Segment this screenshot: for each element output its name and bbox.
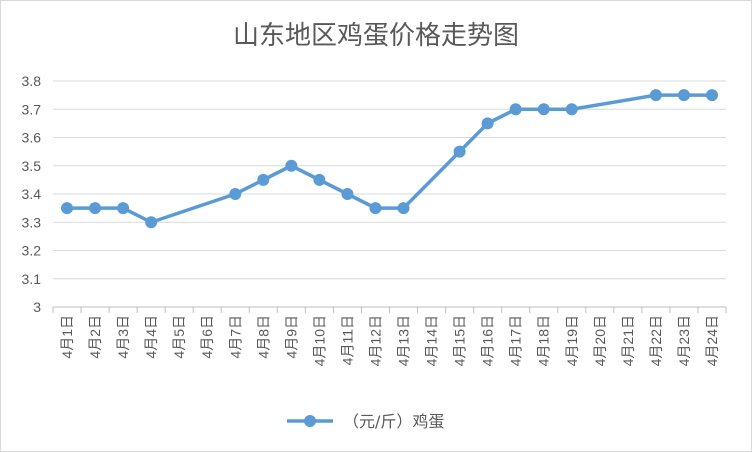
data-point [565,103,578,116]
x-tick-label: 4月14日 [424,315,440,366]
data-point [117,202,130,215]
data-point [537,103,550,116]
data-point [285,159,298,172]
x-tick-label: 4月9日 [283,315,299,359]
data-point [313,173,326,186]
x-tick-label: 4月13日 [396,315,412,366]
y-tick-label: 3.2 [22,243,42,259]
y-tick-label: 3.4 [22,186,42,202]
y-tick-label: 3.1 [22,271,42,287]
y-axis: 3 3.1 3.2 3.3 3.4 3.5 3.6 3.7 3.8 [22,73,42,315]
data-point [397,202,410,215]
y-tick-label: 3.8 [22,73,42,89]
x-tick-label: 4月16日 [480,315,496,366]
data-point [229,188,242,200]
x-tick-label: 4月10日 [311,315,327,366]
y-tick-label: 3 [33,299,41,315]
x-tick-label: 4月17日 [508,315,524,366]
series-line [65,93,714,224]
x-tick-label: 4月1日 [59,315,75,359]
x-tick-label: 4月19日 [564,315,580,366]
data-point [677,89,690,102]
x-tick-label: 4月15日 [452,315,468,366]
data-point [481,117,494,130]
x-tick-label: 4月22日 [648,315,664,366]
y-tick-label: 3.3 [22,214,42,230]
plot-area [61,89,718,229]
y-tick-label: 3.5 [22,158,42,174]
x-tick-label: 4月5日 [171,315,187,359]
x-tick-label: 4月8日 [255,315,271,359]
data-point [705,89,718,102]
x-tick-label: 4月23日 [676,315,692,366]
data-point [257,173,270,186]
data-point [61,202,74,215]
x-tick-label: 4月18日 [536,315,552,366]
y-tick-label: 3.6 [22,130,42,146]
x-tick-label: 4月21日 [620,315,636,366]
legend: （元/斤）鸡蛋 [287,412,444,431]
y-tick-label: 3.7 [22,101,42,117]
x-tick-label: 4月24日 [704,315,720,366]
x-tick-label: 4月11日 [339,315,355,365]
x-tick-label: 4月20日 [592,315,608,366]
data-point [145,216,158,229]
x-tick-label: 4月4日 [143,315,159,359]
data-point [509,103,522,116]
x-tick-label: 4月12日 [367,315,383,366]
x-tick-label: 4月6日 [199,315,215,359]
x-tick-label: 4月7日 [227,315,243,359]
chart-title: 山东地区鸡蛋价格走势图 [233,21,519,51]
data-point [453,145,466,158]
legend-point-marker [304,415,316,427]
x-tick-label: 4月2日 [87,315,103,359]
x-tick-label: 4月3日 [115,315,131,359]
data-point [369,202,382,215]
data-point [649,89,662,102]
gridlines [53,80,726,280]
x-axis: 4月1日 4月2日 4月3日 4月4日 4月5日 4月6日 4月7日 4月8日 4月9日 4月10… [52,306,727,366]
legend-label: （元/斤）鸡蛋 [343,412,444,431]
data-point [89,202,102,215]
data-point [341,188,354,200]
